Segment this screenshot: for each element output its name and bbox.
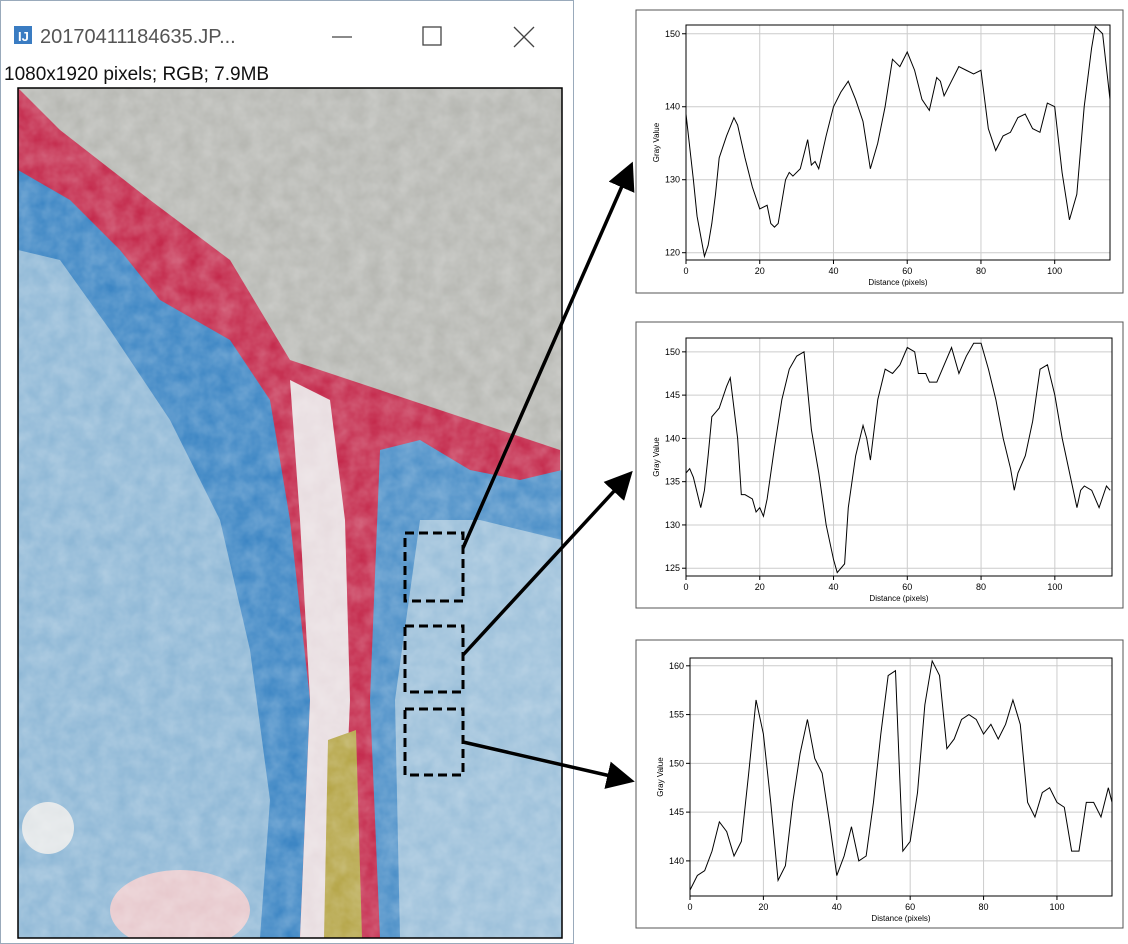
y-tick-label: 135 <box>665 477 680 487</box>
plot-frame <box>689 657 1113 897</box>
x-tick-label: 0 <box>683 266 688 276</box>
x-tick-label: 60 <box>902 582 912 592</box>
x-tick-label: 0 <box>683 582 688 592</box>
y-tick-label: 120 <box>665 248 680 258</box>
x-axis-label: Distance (pixels) <box>871 914 930 923</box>
y-tick-label: 140 <box>665 433 680 443</box>
plot-frame <box>685 24 1111 261</box>
x-tick-label: 100 <box>1049 902 1064 912</box>
x-axis-label: Distance (pixels) <box>868 278 927 287</box>
y-tick-label: 130 <box>665 520 680 530</box>
x-tick-label: 40 <box>829 582 839 592</box>
x-axis-label: Distance (pixels) <box>869 594 928 603</box>
x-tick-label: 20 <box>755 582 765 592</box>
y-axis-label: Gray Value <box>652 437 661 477</box>
window-title: 20170411184635.JP... <box>40 26 236 48</box>
x-tick-label: 20 <box>755 266 765 276</box>
roi-box <box>403 531 465 603</box>
y-tick-label: 160 <box>669 661 684 671</box>
arrow <box>461 161 635 549</box>
x-tick-label: 100 <box>1047 266 1062 276</box>
x-tick-label: 60 <box>902 266 912 276</box>
arrow <box>461 470 633 657</box>
app-icon-glyph: IJ <box>18 29 29 44</box>
plot-panel <box>635 639 1124 929</box>
y-tick-label: 140 <box>665 102 680 112</box>
data-line <box>685 25 1111 259</box>
y-tick-label: 150 <box>665 347 680 357</box>
image-window: IJ 20170411184635.JP... 1080x1920 pixels… <box>0 0 574 944</box>
data-line <box>685 342 1111 574</box>
y-tick-label: 150 <box>665 29 680 39</box>
y-tick-label: 125 <box>665 563 680 573</box>
maximize-button[interactable] <box>422 26 442 46</box>
plot-panel <box>635 9 1124 294</box>
plot-panel <box>635 321 1124 609</box>
x-tick-label: 100 <box>1047 582 1062 592</box>
x-tick-label: 80 <box>979 902 989 912</box>
y-tick-label: 140 <box>669 856 684 866</box>
y-tick-label: 145 <box>669 807 684 817</box>
y-tick-label: 150 <box>669 758 684 768</box>
x-tick-label: 40 <box>832 902 842 912</box>
arrow <box>462 740 635 789</box>
plot-frame <box>685 337 1113 577</box>
close-button[interactable] <box>513 26 535 48</box>
micrograph <box>18 88 562 938</box>
x-tick-label: 40 <box>828 266 838 276</box>
y-axis-label: Gray Value <box>652 122 661 162</box>
y-tick-label: 145 <box>665 390 680 400</box>
y-tick-label: 130 <box>665 175 680 185</box>
data-line <box>689 659 1113 891</box>
x-tick-label: 0 <box>687 902 692 912</box>
x-tick-label: 80 <box>976 266 986 276</box>
x-tick-label: 80 <box>976 582 986 592</box>
y-axis-label: Gray Value <box>656 757 665 797</box>
image-info: 1080x1920 pixels; RGB; 7.9MB <box>4 64 269 85</box>
x-tick-label: 20 <box>758 902 768 912</box>
image-border <box>17 87 563 939</box>
x-tick-label: 60 <box>905 902 915 912</box>
roi-box <box>403 624 465 694</box>
app-icon <box>14 26 32 44</box>
y-tick-label: 155 <box>669 710 684 720</box>
